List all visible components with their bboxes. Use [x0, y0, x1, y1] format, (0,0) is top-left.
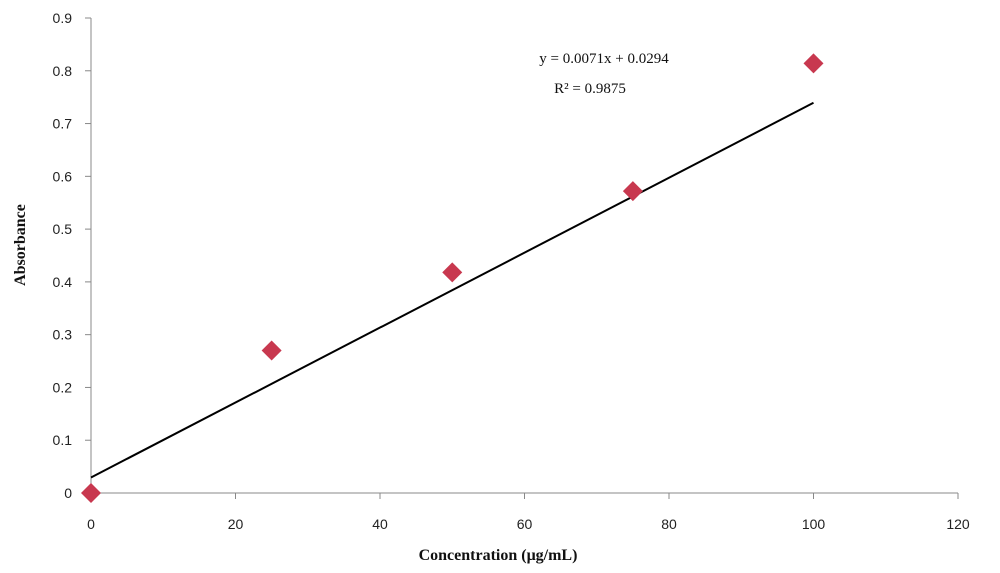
y-tick-label: 0.8 [53, 63, 73, 79]
x-tick-label: 40 [372, 516, 388, 532]
y-tick-label: 0.1 [53, 432, 73, 448]
data-point [622, 181, 643, 202]
y-axis-ticks: 0 0.1 0.2 0.3 0.4 0.5 0.6 0.7 0.8 0.9 [53, 10, 91, 501]
y-tick-label: 0.3 [53, 327, 73, 343]
y-tick-label: 0.2 [53, 379, 73, 395]
data-point [803, 53, 824, 74]
axes [90, 18, 958, 494]
data-point [442, 262, 463, 283]
x-tick-label: 100 [802, 516, 826, 532]
y-tick-label: 0 [64, 485, 72, 501]
x-axis-ticks: 0 20 40 60 80 100 120 [87, 493, 970, 532]
x-tick-label: 80 [661, 516, 677, 532]
data-point [81, 483, 101, 503]
y-tick-label: 0.7 [53, 116, 73, 132]
x-tick-label: 20 [228, 516, 244, 532]
x-tick-label: 120 [946, 516, 970, 532]
trendline [90, 101, 814, 479]
y-axis-label: Absorbance [12, 204, 29, 286]
x-tick-label: 60 [517, 516, 533, 532]
x-axis-label: Concentration (μg/mL) [419, 547, 578, 564]
trendline-equation: y = 0.0071x + 0.0294 [539, 51, 669, 67]
data-point [261, 340, 282, 361]
y-tick-label: 0.9 [53, 10, 73, 26]
data-points [81, 53, 824, 503]
trendline-group [90, 101, 814, 479]
x-tick-label: 0 [87, 516, 95, 532]
y-tick-label: 0.5 [53, 221, 73, 237]
r-squared-label: R² = 0.9875 [554, 81, 626, 97]
y-tick-label: 0.6 [53, 168, 73, 184]
y-tick-label: 0.4 [53, 274, 73, 290]
